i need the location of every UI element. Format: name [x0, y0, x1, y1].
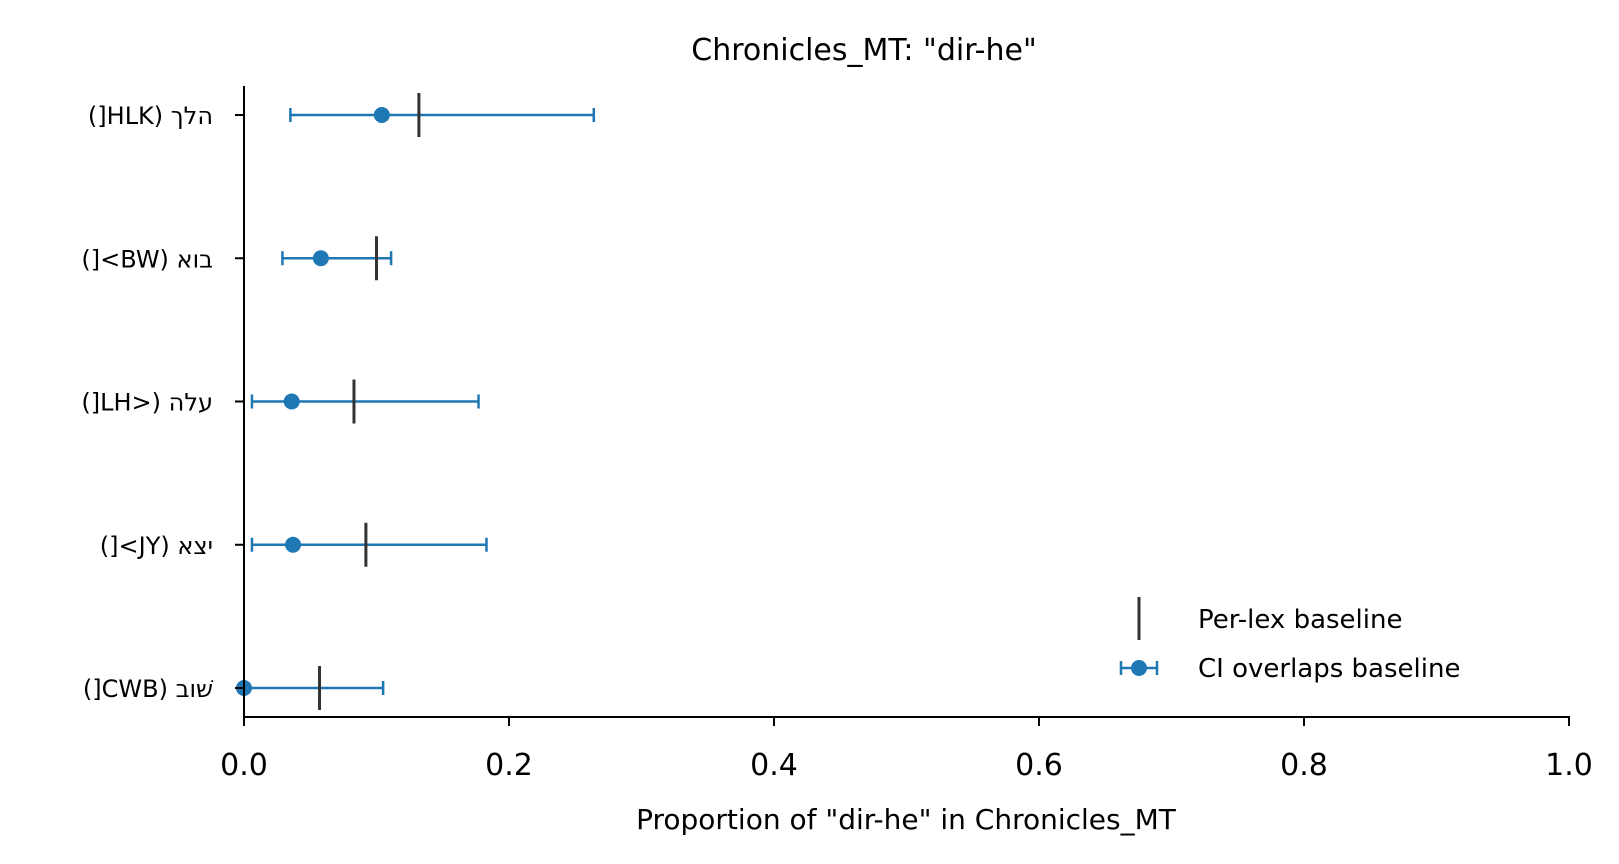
data-row: [236, 666, 385, 710]
y-tick-label: יצא (JY>[): [100, 532, 213, 560]
x-tick-label: 0.4: [750, 748, 798, 783]
legend: Per-lex baseline CI overlaps baseline: [1119, 597, 1460, 684]
x-tick-label: 0.0: [220, 748, 268, 783]
plot-area: [236, 93, 596, 710]
x-tick-label: 0.8: [1280, 748, 1328, 783]
legend-label-baseline: Per-lex baseline: [1198, 605, 1402, 635]
data-point: [373, 107, 390, 123]
x-tick-label: 1.0: [1545, 748, 1593, 783]
y-tick-label: עלה (<LH[): [81, 389, 213, 417]
y-ticks: הלך (HLK[) בוא (BW>[) עלה (<LH[) יצא (JY>[)…: [81, 102, 244, 703]
data-row: [250, 522, 488, 567]
data-point: [312, 250, 329, 267]
y-tick-label: שׁוב (CWB[): [83, 675, 214, 703]
data-row: [289, 93, 596, 137]
legend-label-ci: CI overlaps baseline: [1198, 654, 1460, 684]
chart-title: Chronicles_MT: "dir-he": [691, 33, 1037, 68]
data-row: [281, 236, 393, 281]
x-axis-label: Proportion of "dir-he" in Chronicles_MT: [636, 803, 1177, 836]
data-row: [250, 379, 480, 424]
y-tick-label: בוא (BW>[): [81, 245, 213, 273]
x-ticks: 0.0 0.2 0.4 0.6 0.8 1.0: [220, 717, 1593, 783]
data-point: [285, 536, 302, 553]
y-tick-label: הלך (HLK[): [88, 102, 213, 130]
data-point: [283, 393, 300, 410]
x-tick-label: 0.2: [485, 748, 533, 783]
x-tick-label: 0.6: [1015, 748, 1063, 783]
legend-ci-marker: [1119, 660, 1159, 676]
